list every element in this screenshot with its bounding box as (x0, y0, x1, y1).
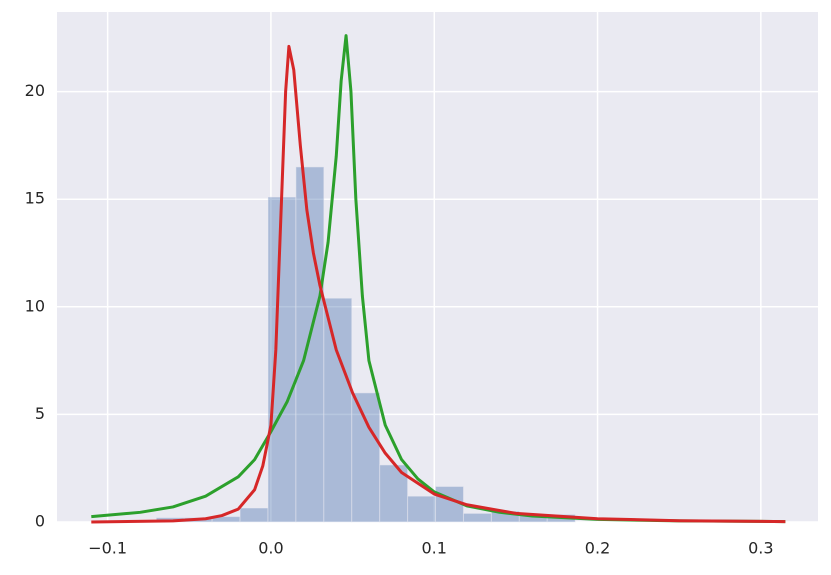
histogram-bar (323, 297, 353, 523)
density-curve (91, 44, 786, 524)
x-tick-label: 0.1 (422, 539, 447, 558)
x-tick-label: 0.0 (258, 539, 283, 558)
y-tick-label: 5 (35, 404, 45, 423)
plot-background (57, 12, 818, 522)
y-tick-label: 10 (25, 296, 45, 315)
histogram-bar (239, 507, 269, 523)
y-tick-label: 0 (35, 512, 45, 531)
x-tick-label: −0.1 (88, 539, 127, 558)
histogram-bar (435, 485, 464, 523)
x-tick-label: 0.2 (585, 539, 610, 558)
x-tick-label: 0.3 (748, 539, 773, 558)
histogram-bar (351, 392, 381, 523)
histogram-bar (267, 196, 297, 523)
y-tick-label: 20 (25, 81, 45, 100)
histogram-bar (407, 495, 437, 523)
y-tick-label: 15 (25, 189, 45, 208)
histogram-bar (462, 512, 492, 523)
